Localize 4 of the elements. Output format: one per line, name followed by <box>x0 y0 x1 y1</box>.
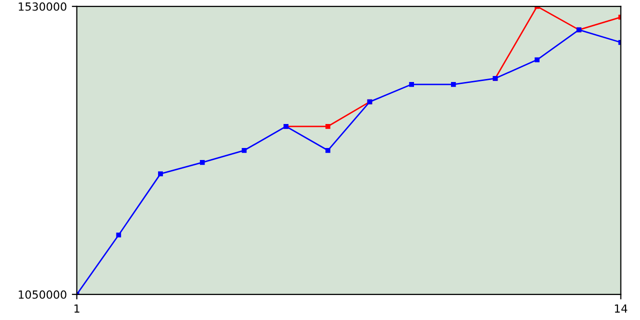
y-tick-label: 1050000 <box>18 290 66 299</box>
y-tick-label: 1530000 <box>18 2 66 11</box>
x-tick-label: 14 <box>614 304 628 313</box>
x-tick-label: 1 <box>74 304 80 313</box>
